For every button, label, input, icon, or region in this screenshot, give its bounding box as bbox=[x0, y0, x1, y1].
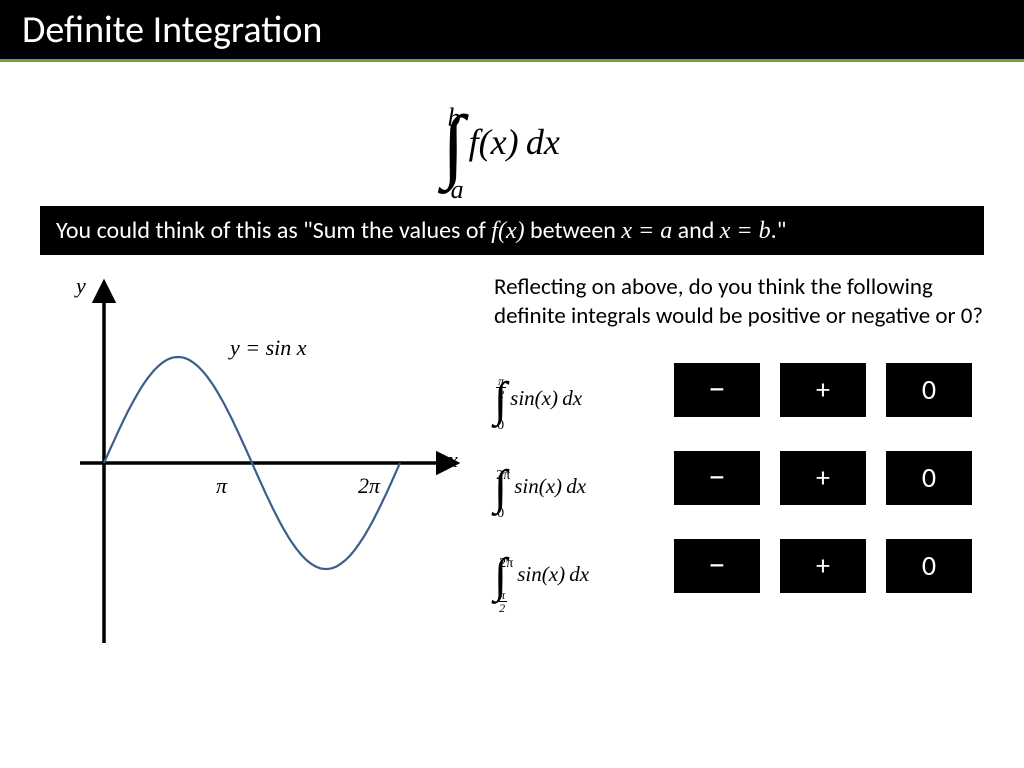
content-row: y x y = sin x π 2π Reflecting on above, … bbox=[0, 273, 1024, 653]
bound-upper: 2π bbox=[499, 556, 513, 571]
explanation-bar: You could think of this as "Sum the valu… bbox=[40, 206, 984, 255]
answer-zero-button[interactable]: 0 bbox=[886, 451, 972, 505]
answer-plus-button[interactable]: + bbox=[780, 539, 866, 593]
explain-mid2: and bbox=[672, 216, 720, 245]
x-axis-label: x bbox=[448, 447, 458, 473]
bound-upper: 2π bbox=[496, 468, 510, 483]
title-bar: Definite Integration bbox=[0, 0, 1024, 62]
bound-lower: π2 bbox=[497, 594, 507, 609]
explain-xb: x = b bbox=[720, 218, 771, 244]
answer-zero-button[interactable]: 0 bbox=[886, 363, 972, 417]
integral-expr-2: ∫02πsin(x) dx bbox=[494, 450, 654, 505]
answer-minus-button[interactable]: − bbox=[674, 451, 760, 505]
question-row-2: ∫02πsin(x) dx − + 0 bbox=[494, 447, 984, 509]
main-integral-expression: ∫abf(x) dx bbox=[0, 80, 1024, 180]
explain-mid1: between bbox=[525, 216, 622, 245]
integrand: sin(x) dx bbox=[510, 386, 582, 410]
explain-post: ." bbox=[771, 216, 787, 245]
bound-upper: π2 bbox=[496, 380, 506, 395]
answer-plus-button[interactable]: + bbox=[780, 363, 866, 417]
question-panel: Reflecting on above, do you think the fo… bbox=[480, 273, 984, 653]
question-row-1: ∫0π2sin(x) dx − + 0 bbox=[494, 359, 984, 421]
y-axis-label: y bbox=[76, 273, 86, 299]
sine-chart bbox=[40, 273, 480, 653]
answer-minus-button[interactable]: − bbox=[674, 539, 760, 593]
page-title: Definite Integration bbox=[22, 7, 322, 53]
integral-expr-1: ∫0π2sin(x) dx bbox=[494, 362, 654, 417]
explain-text: You could think of this as "Sum the valu… bbox=[56, 216, 491, 245]
tick-pi: π bbox=[216, 473, 227, 499]
question-text: Reflecting on above, do you think the fo… bbox=[494, 273, 984, 331]
integral-upper-bound: b bbox=[448, 103, 461, 132]
bound-lower: 0 bbox=[497, 506, 504, 521]
integral-expr-3: ∫π22πsin(x) dx bbox=[494, 538, 654, 593]
chart-panel: y x y = sin x π 2π bbox=[40, 273, 480, 653]
tick-2pi: 2π bbox=[358, 473, 380, 499]
function-label: y = sin x bbox=[230, 335, 307, 361]
bound-lower: 0 bbox=[497, 418, 504, 433]
answer-minus-button[interactable]: − bbox=[674, 363, 760, 417]
question-row-3: ∫π22πsin(x) dx − + 0 bbox=[494, 535, 984, 597]
explain-fx: f(x) bbox=[491, 218, 524, 244]
answer-plus-button[interactable]: + bbox=[780, 451, 866, 505]
integral-integrand: f(x) dx bbox=[469, 122, 560, 162]
integral-lower-bound: a bbox=[451, 175, 464, 204]
explain-xa: x = a bbox=[621, 218, 672, 244]
integrand: sin(x) dx bbox=[517, 562, 589, 586]
answer-zero-button[interactable]: 0 bbox=[886, 539, 972, 593]
integrand: sin(x) dx bbox=[514, 474, 586, 498]
